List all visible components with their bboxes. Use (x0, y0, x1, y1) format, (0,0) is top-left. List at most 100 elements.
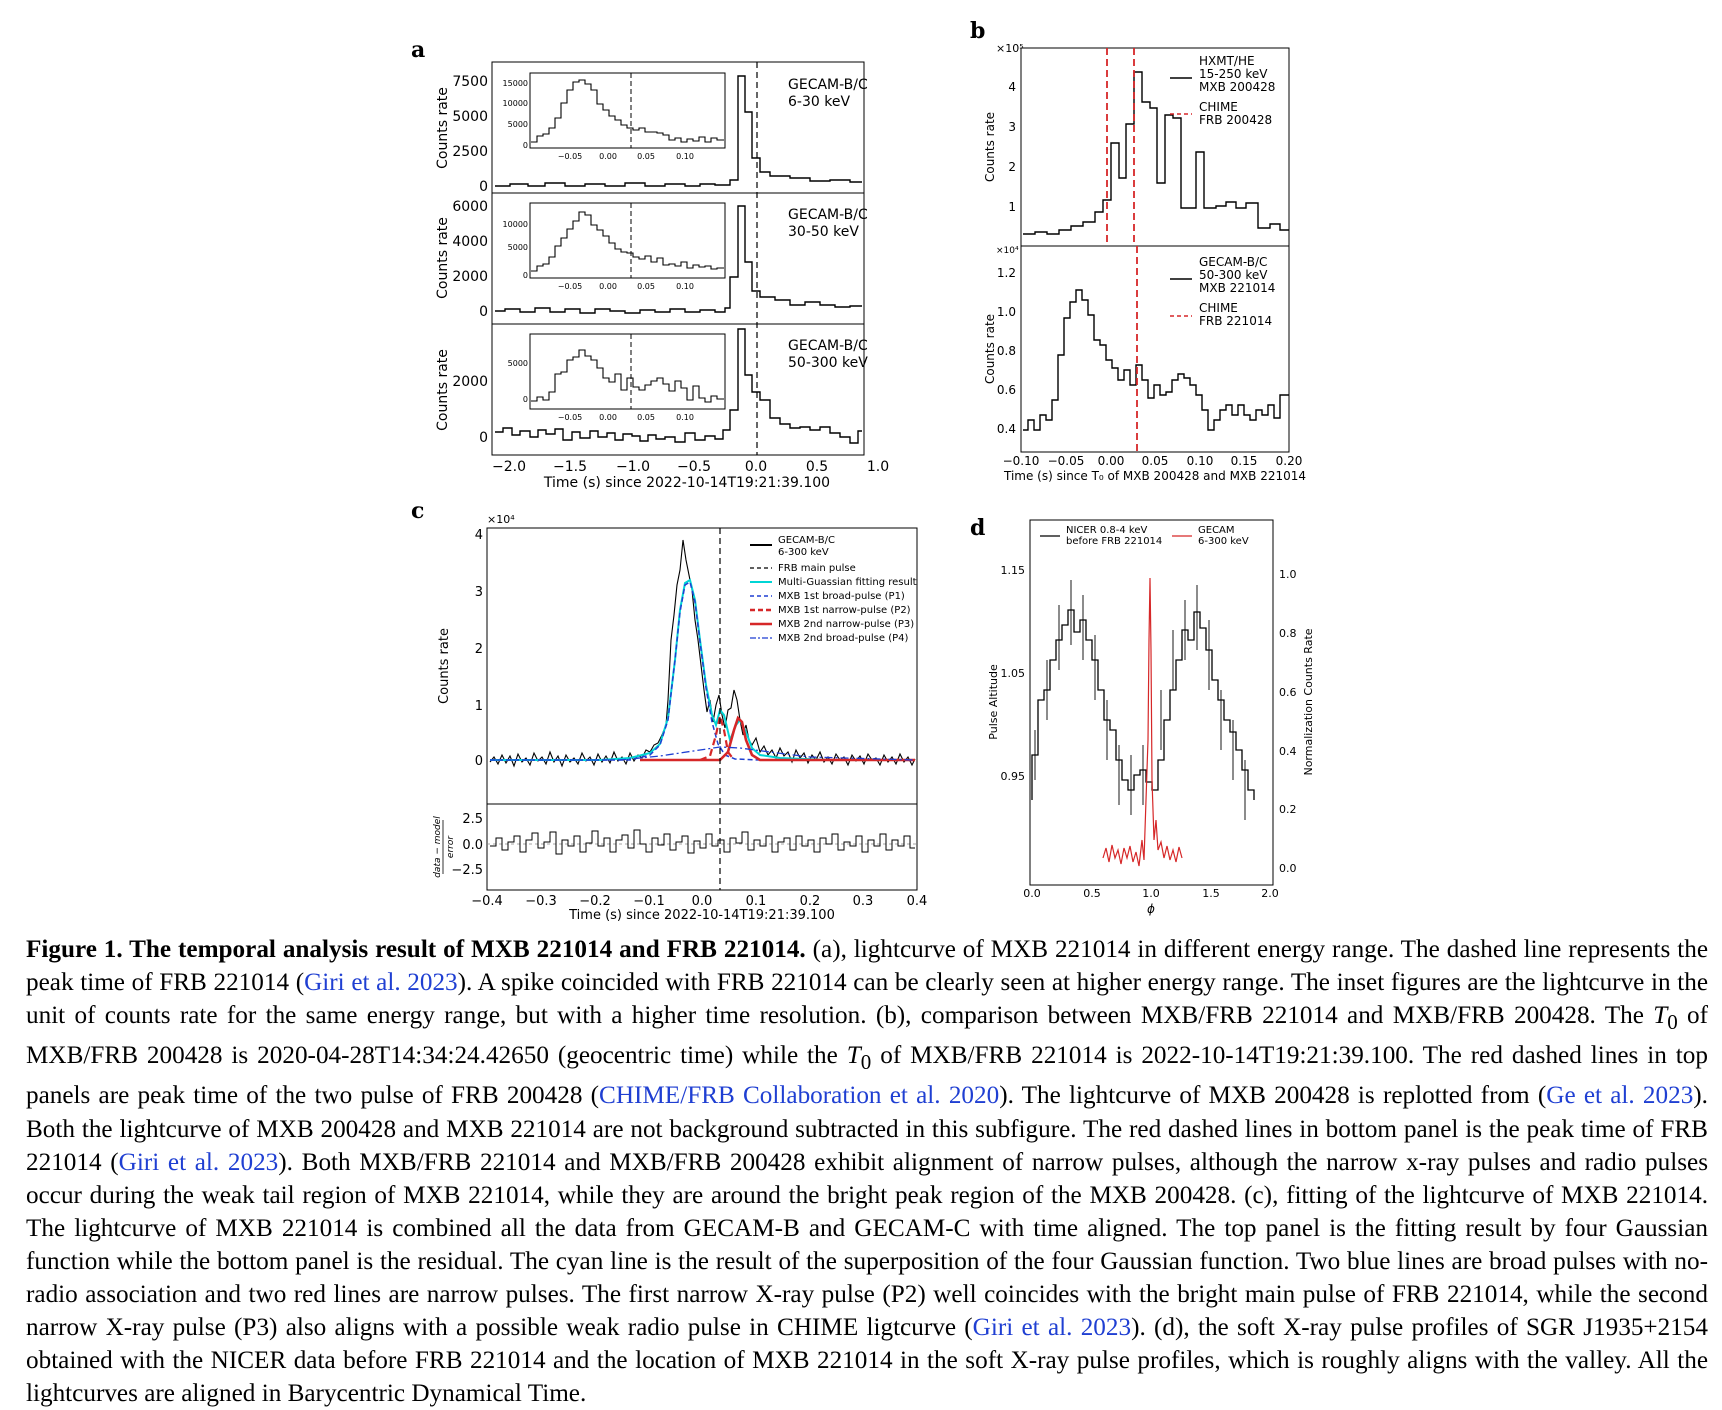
svg-text:0.10: 0.10 (1187, 454, 1214, 468)
svg-text:0.10: 0.10 (676, 413, 694, 422)
citation-giri-2[interactable]: Giri et al. 2023 (118, 1148, 279, 1176)
svg-text:0.4: 0.4 (907, 894, 928, 909)
svg-text:15-250 keV: 15-250 keV (1199, 67, 1268, 81)
panel-a2-band: GECAM-B/C (788, 207, 868, 223)
svg-text:10000: 10000 (503, 220, 528, 229)
panel-a3-inset-yticks: 5000 0 (508, 359, 528, 404)
panel-b-xlabel: Time (s) since T₀ of MXB 200428 and MXB … (1003, 469, 1306, 483)
svg-text:0.05: 0.05 (637, 413, 655, 422)
panel-b-letter: b (970, 18, 985, 44)
svg-text:0.3: 0.3 (853, 894, 874, 909)
svg-text:0: 0 (523, 271, 528, 280)
panel-b-bottom-scale: ×10⁴ (996, 246, 1019, 256)
svg-text:0.5: 0.5 (806, 459, 828, 475)
svg-text:MXB 2nd broad-pulse (P4): MXB 2nd broad-pulse (P4) (778, 633, 908, 644)
svg-text:4: 4 (475, 528, 483, 543)
citation-chime[interactable]: CHIME/FRB Collaboration et al. 2020 (599, 1082, 1000, 1110)
panel-b-bottom-lightcurve (1023, 289, 1289, 431)
panel-a2-inset-yticks: 10000 5000 0 (503, 220, 528, 280)
panel-b-bottom-yticks: 1.2 1.0 0.8 0.6 0.4 (997, 266, 1016, 436)
panel-d-ylabel-right: Normalization Counts Rate (1302, 628, 1315, 775)
citation-ge[interactable]: Ge et al. 2023 (1546, 1082, 1694, 1110)
svg-text:1.15: 1.15 (1001, 564, 1026, 577)
svg-text:0.0: 0.0 (692, 894, 713, 909)
panel-a2-inset-xticks: −0.05 0.00 0.05 0.10 (558, 282, 694, 291)
svg-text:0.2: 0.2 (1279, 803, 1297, 816)
panel-a1-yticks: 7500 5000 2500 0 (452, 74, 488, 195)
panel-a-letter: a (411, 37, 425, 63)
svg-text:0.00: 0.00 (599, 282, 617, 291)
panel-a3-inset-lightcurve (531, 349, 724, 403)
svg-text:−0.05: −0.05 (558, 282, 583, 291)
panel-a1-inset-yticks: 15000 10000 5000 0 (503, 79, 528, 150)
panel-b-top-ylabel: Counts rate (983, 112, 997, 182)
panel-c-residual-frame (486, 803, 918, 891)
panel-a3-band: GECAM-B/C (788, 338, 868, 354)
panel-a1-range: 6-30 keV (788, 94, 850, 110)
svg-text:−1.0: −1.0 (616, 459, 650, 475)
panel-b-top-scale: ×10⁵ (996, 42, 1024, 55)
svg-text:−0.1: −0.1 (633, 894, 665, 909)
panel-a2-inset-lightcurve (531, 211, 724, 272)
svg-text:GECAM-B/C: GECAM-B/C (1199, 255, 1267, 269)
svg-text:0.05: 0.05 (1142, 454, 1169, 468)
svg-text:0.10: 0.10 (676, 152, 694, 161)
figure-1: a GECAM-B/C 6-30 keV GECAM-B/C 30-50 keV… (411, 18, 1315, 923)
panel-d-nicer-errorbars (1034, 580, 1246, 820)
panel-d-letter: d (970, 515, 985, 541)
svg-text:1.05: 1.05 (1001, 667, 1026, 680)
panel-c-p4 (490, 746, 916, 761)
svg-text:0.10: 0.10 (676, 282, 694, 291)
svg-text:1: 1 (475, 699, 483, 714)
panel-a3-ylabel: Counts rate (435, 349, 451, 431)
svg-text:0.0: 0.0 (1279, 862, 1297, 875)
svg-text:0.0: 0.0 (1023, 887, 1041, 900)
panel-c-p1 (490, 580, 761, 761)
panel-c-ylabel: Counts rate (437, 628, 452, 704)
panel-d-ylabel: Pulse Altitude (987, 664, 1000, 740)
svg-text:−0.5: −0.5 (677, 459, 711, 475)
svg-text:2.0: 2.0 (1261, 887, 1279, 900)
panel-a3-inset-xticks: −0.05 0.00 0.05 0.10 (558, 413, 694, 422)
panel-a1-ylabel: Counts rate (435, 87, 451, 169)
panel-c-p3 (640, 715, 915, 762)
panel-a-xticks: −2.0 −1.5 −1.0 −0.5 0.0 0.5 1.0 (492, 459, 889, 475)
panel-d-xticks: 0.0 0.5 1.0 1.5 2.0 (1023, 887, 1279, 900)
svg-text:5000: 5000 (452, 109, 488, 125)
panel-b-xticks: −0.10 −0.05 0.00 0.05 0.10 0.15 0.20 (1003, 454, 1303, 468)
panel-d-yticks: 1.15 1.05 0.95 (1001, 564, 1026, 783)
svg-text:−0.4: −0.4 (471, 894, 503, 909)
svg-text:0.95: 0.95 (1001, 770, 1026, 783)
panel-c-xticks: −0.4 −0.3 −0.2 −0.1 0.0 0.1 0.2 0.3 0.4 (471, 894, 927, 909)
panel-a3-frame (491, 323, 865, 456)
panel-b-bottom-frame (1020, 245, 1290, 453)
figure-caption: Figure 1. The temporal analysis result o… (26, 936, 1709, 1408)
svg-text:0: 0 (479, 179, 488, 195)
panel-c-residual-ylabel-2: error (446, 835, 456, 858)
panel-a1-inset-frame (529, 72, 726, 149)
panel-b-top-lightcurve (1023, 71, 1289, 235)
svg-text:0.20: 0.20 (1276, 454, 1303, 468)
svg-text:MXB 200428: MXB 200428 (1199, 80, 1275, 94)
panel-c-residual (490, 829, 915, 855)
panel-c-xlabel: Time (s) since 2022-10-14T19:21:39.100 (568, 908, 835, 923)
svg-text:0: 0 (523, 141, 528, 150)
svg-text:MXB 1st broad-pulse (P1): MXB 1st broad-pulse (P1) (778, 591, 905, 602)
svg-text:6000: 6000 (452, 199, 488, 215)
panel-d-yticks-right: 1.0 0.8 0.6 0.4 0.2 0.0 (1279, 568, 1297, 875)
svg-text:−0.05: −0.05 (558, 413, 583, 422)
svg-text:0.0: 0.0 (745, 459, 767, 475)
svg-text:FRB 200428: FRB 200428 (1199, 113, 1272, 127)
panel-a2-yticks: 6000 4000 2000 0 (452, 199, 488, 320)
citation-giri-3[interactable]: Giri et al. 2023 (972, 1314, 1132, 1342)
svg-text:1.2: 1.2 (997, 266, 1016, 280)
svg-text:0.05: 0.05 (637, 282, 655, 291)
panel-a1-lightcurve (495, 75, 862, 187)
svg-text:0.00: 0.00 (1098, 454, 1125, 468)
svg-text:−0.10: −0.10 (1003, 454, 1040, 468)
panel-a3-lightcurve (495, 328, 862, 444)
panel-c-residual-ylabel-1: data − model (433, 816, 443, 878)
svg-text:GECAM: GECAM (1198, 525, 1235, 536)
svg-text:0.8: 0.8 (997, 344, 1016, 358)
citation-giri-1[interactable]: Giri et al. 2023 (304, 969, 458, 997)
